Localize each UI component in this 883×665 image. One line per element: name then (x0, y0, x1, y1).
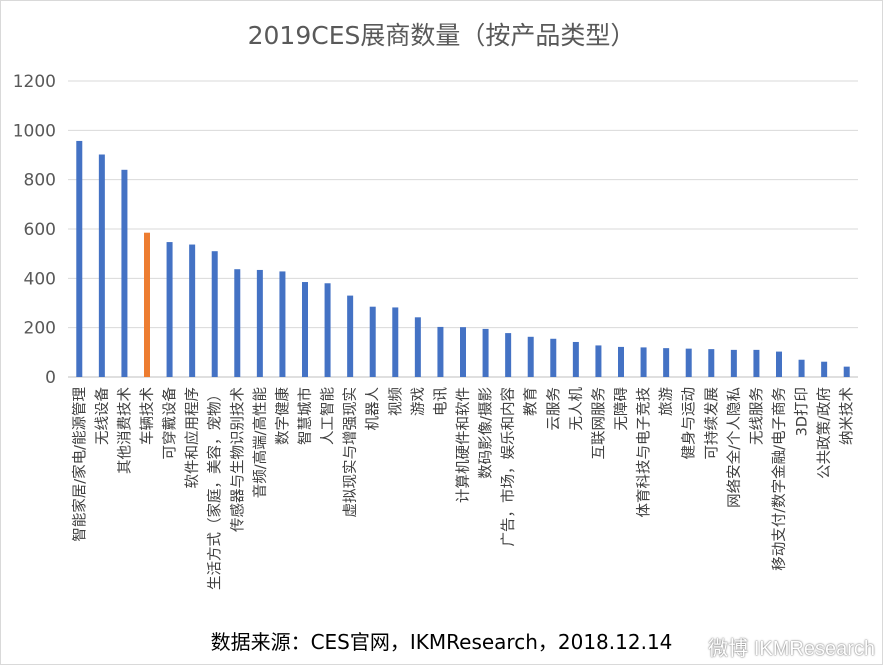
y-tick-label: 0 (45, 368, 56, 388)
category-label: 智能家居/家电/能源管理 (71, 387, 88, 542)
category-label: 公共政策/政府 (816, 387, 833, 479)
category-label: 车辆技术 (139, 387, 156, 445)
bar (166, 242, 173, 377)
chart-title: 2019CES展商数量（按产品类型） (247, 21, 636, 50)
category-label: 3D打印 (794, 387, 811, 436)
y-tick-label: 1200 (13, 72, 56, 92)
y-tick-label: 600 (24, 220, 56, 240)
watermark: 微博 IKMResearch (708, 638, 875, 660)
category-label: 健身与运动 (681, 387, 698, 460)
bar (776, 351, 782, 377)
category-label: 其他消费技术 (116, 387, 133, 474)
category-label: 无障碍 (612, 387, 630, 431)
bar (121, 169, 128, 377)
bar (437, 326, 444, 377)
category-label: 数字健康 (274, 387, 291, 445)
category-label: 音频/高端/高性能 (252, 387, 269, 498)
bar (843, 366, 850, 377)
bar (98, 154, 105, 377)
category-label: 生活方式（家庭，美容，宠物） (207, 387, 224, 590)
category-label: 云服务 (545, 387, 562, 431)
bar (76, 140, 83, 377)
category-label: 数码影像/摄影 (478, 387, 495, 479)
category-label: 体育科技与电子竞技 (635, 387, 653, 518)
category-label: 无线设备 (94, 387, 111, 445)
bar (144, 232, 150, 377)
bar (189, 244, 196, 377)
bar (640, 347, 647, 377)
category-label: 电讯 (432, 387, 449, 416)
bar (279, 271, 286, 377)
bar (482, 328, 489, 377)
bar (414, 317, 421, 377)
bar (347, 295, 354, 377)
category-label: 互联网服务 (590, 387, 607, 460)
y-tick-label: 1000 (13, 121, 56, 141)
category-label: 可持续发展 (703, 387, 720, 460)
bar (708, 349, 715, 377)
category-label: 纳米技术 (839, 387, 856, 445)
category-label: 人工智能 (320, 387, 337, 445)
bar (798, 359, 805, 377)
category-label: 虚拟现实与增强现实 (342, 387, 359, 518)
bar (730, 349, 737, 377)
bar (369, 306, 376, 377)
bar (460, 327, 466, 377)
category-label: 移动支付/数字金融/电子商务 (771, 387, 788, 571)
bar (256, 269, 263, 377)
category-label: 传感器与生物识别技术 (229, 387, 246, 532)
category-label: 游戏 (410, 387, 427, 416)
category-label: 软件和应用程序 (183, 387, 201, 489)
bar (753, 349, 760, 377)
bar (324, 283, 331, 377)
bar (550, 338, 557, 377)
bar (663, 348, 670, 377)
category-label: 网络安全/个人隐私 (725, 387, 743, 508)
bar (527, 336, 534, 377)
bar (572, 341, 579, 377)
bar (392, 307, 399, 377)
bar (595, 345, 602, 377)
bar (618, 346, 624, 377)
bar (685, 348, 692, 377)
category-label: 无线服务 (748, 387, 765, 445)
y-tick-label: 200 (24, 319, 56, 339)
y-tick-label: 400 (24, 269, 56, 289)
category-label: 智慧城市 (297, 387, 314, 445)
category-label: 可穿戴设备 (162, 387, 179, 460)
bar (234, 269, 241, 377)
bar (821, 361, 828, 377)
category-label: 广告，市场，娱乐和内容 (500, 387, 517, 547)
bar (505, 333, 512, 377)
category-label: 计算机硬件和软件 (455, 387, 472, 503)
category-label: 无人机 (568, 387, 585, 431)
category-label: 视频 (387, 387, 404, 416)
category-label: 机器人 (365, 387, 382, 431)
bar (211, 251, 218, 377)
source-note: 数据来源：CES官网，IKMResearch，2018.12.14 (210, 630, 673, 654)
category-label: 旅游 (658, 387, 675, 416)
y-tick-label: 800 (24, 171, 56, 191)
category-label: 教育 (523, 387, 540, 416)
bar (302, 282, 308, 377)
